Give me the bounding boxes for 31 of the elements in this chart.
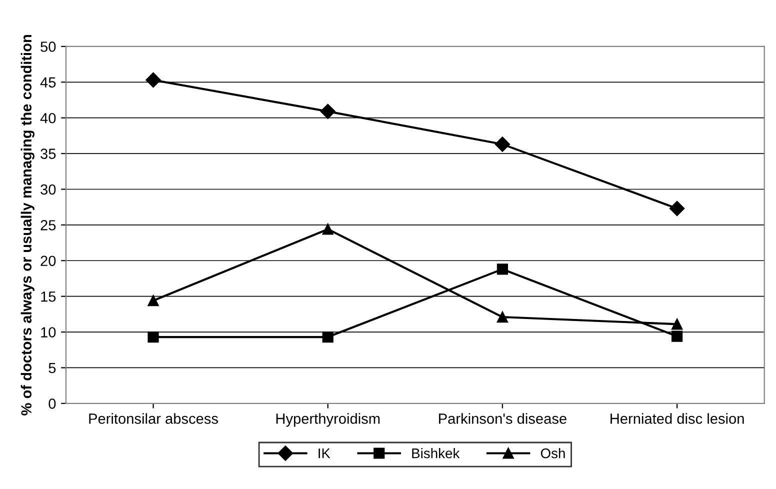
point — [672, 330, 683, 342]
legend-label: Osh — [540, 448, 565, 458]
point — [494, 136, 510, 152]
legend-label: IK — [318, 448, 330, 458]
x-tick-label: Herniated disc lesion — [610, 413, 744, 424]
y-tick-label: 40 — [40, 112, 56, 124]
y-tick-label: 0 — [48, 398, 56, 409]
x-tick-label: Parkinson's disease — [439, 413, 566, 424]
y-tick-label: 45 — [40, 77, 56, 88]
y-tick-label: 15 — [41, 292, 56, 302]
y-tick-label: 20 — [40, 256, 56, 266]
point — [669, 200, 685, 216]
y-tick-label: 30 — [40, 184, 56, 195]
point — [148, 295, 159, 306]
point — [146, 72, 161, 88]
y-axis-title: % of doctors always or usually managing the condition — [20, 35, 34, 416]
point — [496, 264, 508, 275]
point — [322, 331, 334, 343]
x-tick-label: Peritonsilar abscess — [89, 413, 218, 424]
point — [322, 224, 334, 235]
point — [148, 331, 159, 343]
y-tick-label: 50 — [40, 42, 56, 52]
point — [496, 311, 508, 323]
y-tick-label: 10 — [41, 327, 56, 338]
point — [672, 318, 683, 330]
point — [320, 104, 336, 119]
y-tick-label: 25 — [40, 220, 56, 230]
x-tick-label: Hyperthyroidism — [276, 413, 380, 427]
y-tick-label: 35 — [40, 148, 56, 159]
y-tick-label: 5 — [48, 362, 56, 374]
legend-label: Bishkek — [412, 448, 460, 458]
